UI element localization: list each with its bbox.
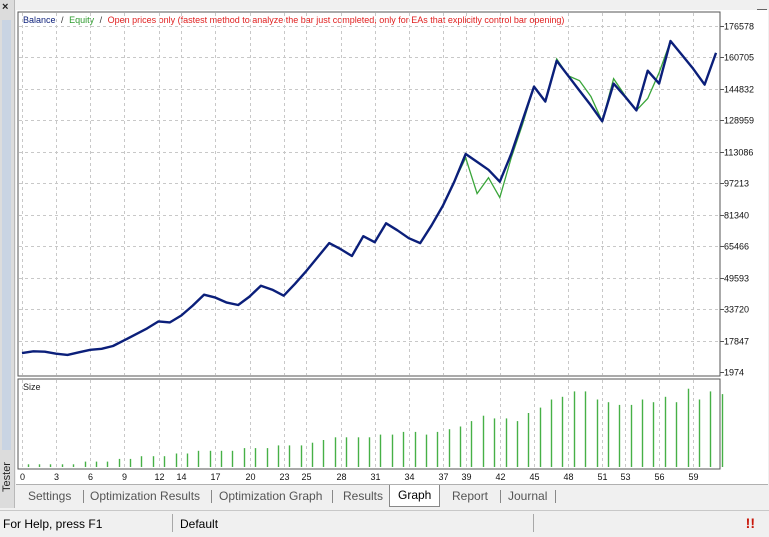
- x-tick-label: 42: [495, 472, 505, 482]
- tester-sidebar: × Tester: [0, 0, 15, 508]
- tab-separator: [500, 490, 501, 503]
- y-tick-label: 160705: [724, 53, 754, 63]
- close-icon[interactable]: ×: [2, 1, 9, 13]
- tester-label-text: Tester: [1, 462, 13, 492]
- y-tick-label: 49593: [724, 274, 749, 284]
- legend-balance: Balance: [23, 15, 56, 25]
- y-tick-label: 144832: [724, 85, 754, 95]
- tab-graph[interactable]: Graph: [389, 485, 441, 507]
- status-help: For Help, press F1: [3, 517, 103, 531]
- status-divider: [172, 514, 173, 532]
- tab-separator: [332, 490, 333, 503]
- x-tick-label: 25: [301, 472, 311, 482]
- tester-tab-bar: Settings Optimization Results Optimizati…: [16, 484, 768, 509]
- legend: Balance / Equity / Open prices only (fas…: [23, 15, 564, 25]
- x-tick-label: 48: [563, 472, 573, 482]
- x-tick-label: 34: [404, 472, 414, 482]
- balance-line: [21, 39, 718, 357]
- legend-sep1: /: [61, 15, 64, 25]
- y-tick-label: 17847: [724, 337, 749, 347]
- main-plot-frame: [17, 11, 721, 377]
- x-axis: 0 3 6 9 12 14 17 20 23 25 28 31 34 37 39 42 45 48 51 53 56 59: [20, 472, 699, 482]
- size-bars: [27, 388, 724, 467]
- tab-separator: [211, 490, 212, 503]
- x-tick-label: 17: [210, 472, 220, 482]
- x-tick-label: 53: [620, 472, 630, 482]
- y-tick-label: 113086: [724, 148, 753, 158]
- y-tick-label: 33720: [724, 305, 749, 315]
- size-label: Size: [23, 382, 41, 392]
- x-tick-label: 37: [438, 472, 448, 482]
- x-tick-label: 31: [370, 472, 380, 482]
- tab-separator: [83, 490, 84, 503]
- warning-icon: !!: [745, 515, 755, 531]
- tab-results[interactable]: Results: [343, 489, 384, 503]
- legend-equity: Equity: [69, 15, 95, 25]
- chart-area: Balance / Equity / Open prices only (fas…: [16, 10, 768, 484]
- status-bar: For Help, press F1 Default !!: [0, 510, 769, 537]
- legend-sep2: /: [100, 15, 103, 25]
- y-tick-label: 81340: [724, 211, 749, 221]
- x-tick-label: 3: [54, 472, 59, 482]
- tab-optimization-results[interactable]: Optimization Results: [90, 489, 201, 503]
- x-tick-label: 6: [88, 472, 93, 482]
- tab-report[interactable]: Report: [452, 489, 489, 503]
- x-tick-label: 0: [20, 472, 25, 482]
- x-tick-label: 45: [529, 472, 539, 482]
- x-tick-label: 39: [461, 472, 471, 482]
- x-tick-label: 51: [597, 472, 607, 482]
- x-tick-label: 20: [245, 472, 255, 482]
- tab-settings[interactable]: Settings: [28, 489, 72, 503]
- tab-journal[interactable]: Journal: [508, 489, 548, 503]
- x-tick-label: 56: [654, 472, 664, 482]
- y-tick-label: 1974: [724, 368, 744, 378]
- x-tick-label: 14: [176, 472, 186, 482]
- balance-chart: Balance / Equity / Open prices only (fas…: [17, 11, 754, 482]
- series-lines: [21, 39, 718, 357]
- tab-separator: [555, 490, 556, 503]
- y-tick-label: 176578: [724, 22, 754, 32]
- y-tick-label: 128959: [724, 116, 754, 126]
- legend-model: Open prices only (fastest method to anal…: [108, 15, 565, 25]
- grid-lines: [19, 13, 719, 468]
- y-tick-label: 65466: [724, 242, 749, 252]
- sidebar-accent: [2, 20, 11, 450]
- status-profile: Default: [180, 517, 219, 531]
- x-tick-label: 12: [154, 472, 164, 482]
- x-tick-label: 28: [336, 472, 346, 482]
- tab-optimization-graph[interactable]: Optimization Graph: [219, 489, 323, 503]
- y-tick-label: 97213: [724, 179, 749, 189]
- x-tick-label: 9: [122, 472, 127, 482]
- x-tick-label: 23: [279, 472, 289, 482]
- tester-label: Tester: [0, 455, 14, 505]
- x-tick-label: 59: [688, 472, 698, 482]
- y-axis: 176578 160705 144832 128959 113086 97213 81340…: [720, 22, 754, 378]
- minimize-icon[interactable]: [757, 1, 767, 10]
- status-divider: [533, 514, 534, 532]
